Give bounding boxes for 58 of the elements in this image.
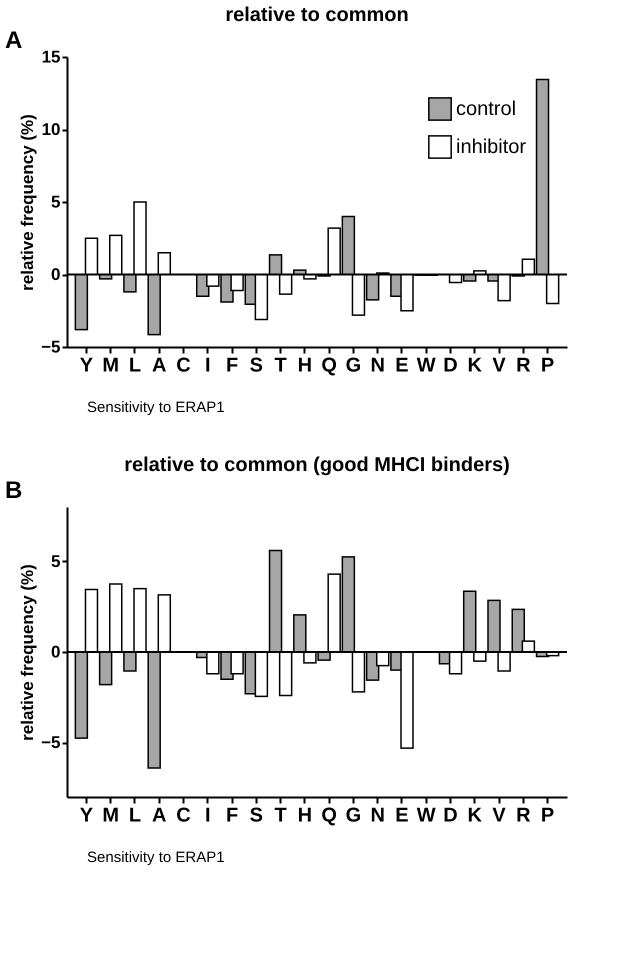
y-tick-label: 0 xyxy=(51,265,60,284)
text: Sensitivity to ERAP1 xyxy=(87,849,225,866)
x-tick-label: R xyxy=(516,354,532,376)
x-tick-label: D xyxy=(443,354,458,376)
x-tick-label: A xyxy=(152,804,166,826)
x-tick-label: R xyxy=(516,804,532,826)
x-tick-label: F xyxy=(226,804,238,826)
text: A xyxy=(5,27,22,54)
x-tick-label: P xyxy=(540,804,554,826)
x-tick-label: H xyxy=(298,354,312,376)
x-tick-label: H xyxy=(298,804,312,826)
x-tick-label: P xyxy=(540,354,554,376)
x-tick-label: L xyxy=(128,804,142,826)
legend-label: control xyxy=(456,98,516,120)
x-tick-label: I xyxy=(204,354,211,376)
chart-title: relative to common xyxy=(225,4,409,26)
x-tick-label: Y xyxy=(80,804,94,826)
y-tick-label: 5 xyxy=(51,192,60,212)
x-tick-label: I xyxy=(204,804,211,826)
legend-label: inhibitor xyxy=(456,136,526,158)
x-tick-label: Q xyxy=(321,354,337,376)
x-tick-label: M xyxy=(102,804,120,826)
x-tick-label: F xyxy=(226,354,238,376)
x-tick-label: N xyxy=(370,354,385,376)
y-tick-label: 10 xyxy=(42,120,60,139)
x-tick-label: L xyxy=(128,354,142,376)
text: Sensitivity to ERAP1 xyxy=(87,399,225,416)
chart-title: relative to common (good MHCI binders) xyxy=(124,454,510,476)
x-tick-label: D xyxy=(443,804,458,826)
x-tick-label: N xyxy=(370,804,385,826)
x-tick-label: S xyxy=(250,804,263,826)
x-tick-label: G xyxy=(346,354,362,376)
x-tick-label: W xyxy=(416,804,436,826)
y-tick-label: −5 xyxy=(41,338,60,356)
x-tick-label: K xyxy=(468,804,483,826)
y-tick-label: 5 xyxy=(51,552,60,571)
x-tick-label: C xyxy=(176,354,191,376)
x-tick-label: Y xyxy=(80,354,94,376)
x-tick-label: E xyxy=(395,804,409,826)
y-tick-label: 15 xyxy=(42,48,60,66)
x-tick-label: T xyxy=(274,354,287,376)
x-tick-label: S xyxy=(250,354,263,376)
y-tick-label: 0 xyxy=(51,642,60,662)
x-tick-label: V xyxy=(492,354,506,376)
x-tick-label: V xyxy=(492,804,506,826)
x-tick-label: C xyxy=(176,804,191,826)
y-axis-title: relative frequency (%) xyxy=(18,564,38,741)
x-tick-label: W xyxy=(416,354,436,376)
x-tick-label: G xyxy=(346,804,362,826)
text: B xyxy=(5,477,22,504)
y-axis-title: relative frequency (%) xyxy=(18,114,38,291)
x-tick-label: K xyxy=(468,354,483,376)
x-tick-label: M xyxy=(102,354,120,376)
x-tick-label: Q xyxy=(321,804,337,826)
y-tick-label: −5 xyxy=(41,733,60,752)
x-tick-label: A xyxy=(152,354,166,376)
x-tick-label: E xyxy=(395,354,409,376)
x-tick-label: T xyxy=(274,804,287,826)
